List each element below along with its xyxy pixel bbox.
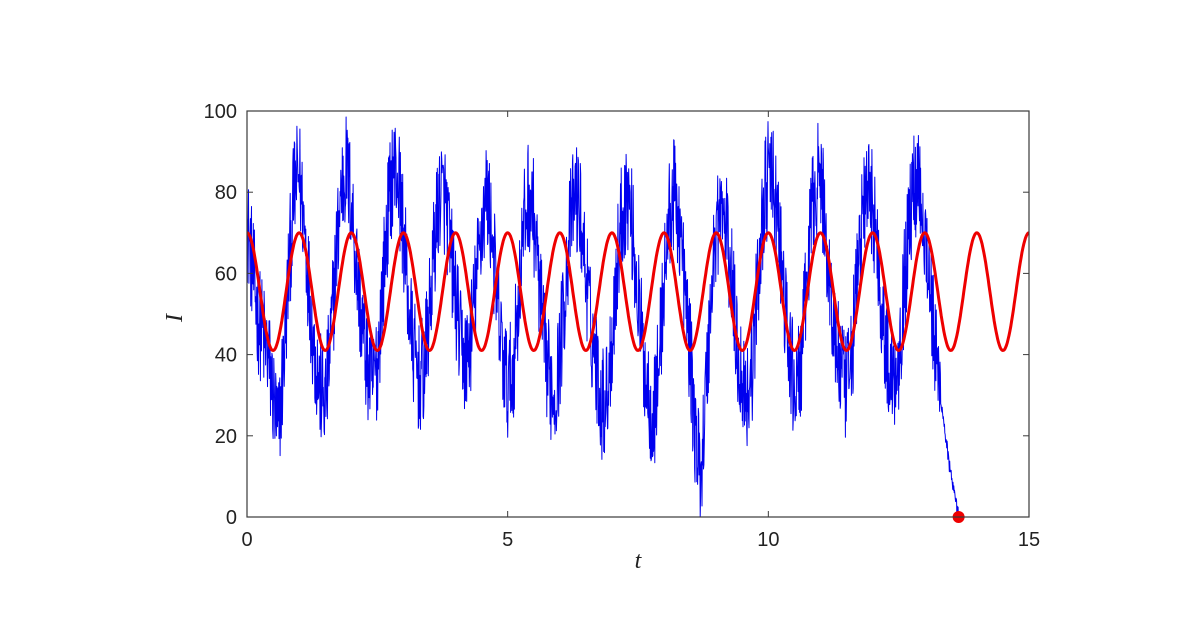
series-line-red bbox=[246, 231, 1030, 352]
axis-layer: 0 5 10 15 0 20 40 60 80 100 bbox=[204, 101, 1041, 551]
y-tick-label: 0 bbox=[226, 507, 237, 529]
y-tick-label: 100 bbox=[204, 101, 237, 123]
y-axis-label: I bbox=[162, 313, 188, 323]
x-axis-label: t bbox=[635, 548, 643, 574]
x-tick-label: 0 bbox=[241, 529, 252, 551]
series-layer bbox=[246, 116, 1030, 518]
y-tick-label: 40 bbox=[215, 345, 237, 367]
x-tick-label: 5 bbox=[502, 529, 513, 551]
y-tick-label: 80 bbox=[215, 182, 237, 204]
y-tick-label: 20 bbox=[215, 426, 237, 448]
series-line-blue bbox=[246, 116, 959, 518]
plot-frame bbox=[246, 110, 1030, 518]
y-tick-label: 60 bbox=[215, 263, 237, 285]
x-tick-label: 10 bbox=[757, 529, 779, 551]
x-tick-label: 15 bbox=[1018, 529, 1040, 551]
